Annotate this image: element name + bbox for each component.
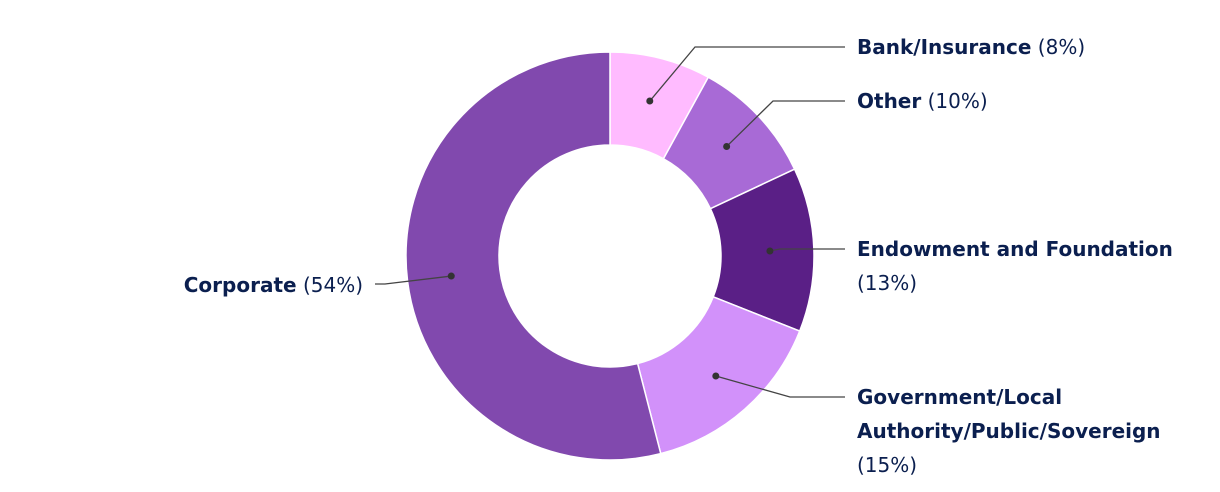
value-label: (13%) <box>857 271 918 295</box>
category-name: Bank/Insurance <box>857 35 1032 59</box>
leader-line <box>726 100 845 147</box>
value-label: (15%) <box>857 453 918 477</box>
leader-line <box>649 46 845 102</box>
value-label: (54%) <box>302 273 363 297</box>
category-name: Corporate <box>183 273 297 297</box>
leader-dot <box>447 272 455 280</box>
slice-label: Endowment and Foundation (13%) <box>857 232 1202 300</box>
category-name: Endowment and Foundation <box>857 237 1173 261</box>
slice-label: Government/Local Authority/Public/Sovere… <box>857 380 1192 482</box>
leader-dot <box>723 142 731 150</box>
category-name: Other <box>857 89 922 113</box>
donut-slice <box>405 51 662 461</box>
category-name: Government/Local Authority/Public/Sovere… <box>857 385 1161 443</box>
value-label: (10%) <box>927 89 988 113</box>
leader-dot <box>766 247 774 255</box>
value-label: (8%) <box>1037 35 1086 59</box>
leader-line <box>375 275 452 285</box>
leader-line <box>715 375 845 398</box>
slice-label: Corporate (54%) <box>0 268 363 302</box>
leader-dot <box>712 372 720 380</box>
slice-label: Bank/Insurance (8%) <box>857 30 1197 64</box>
leader-dot <box>646 97 654 105</box>
slice-label: Other (10%) <box>857 84 1197 118</box>
